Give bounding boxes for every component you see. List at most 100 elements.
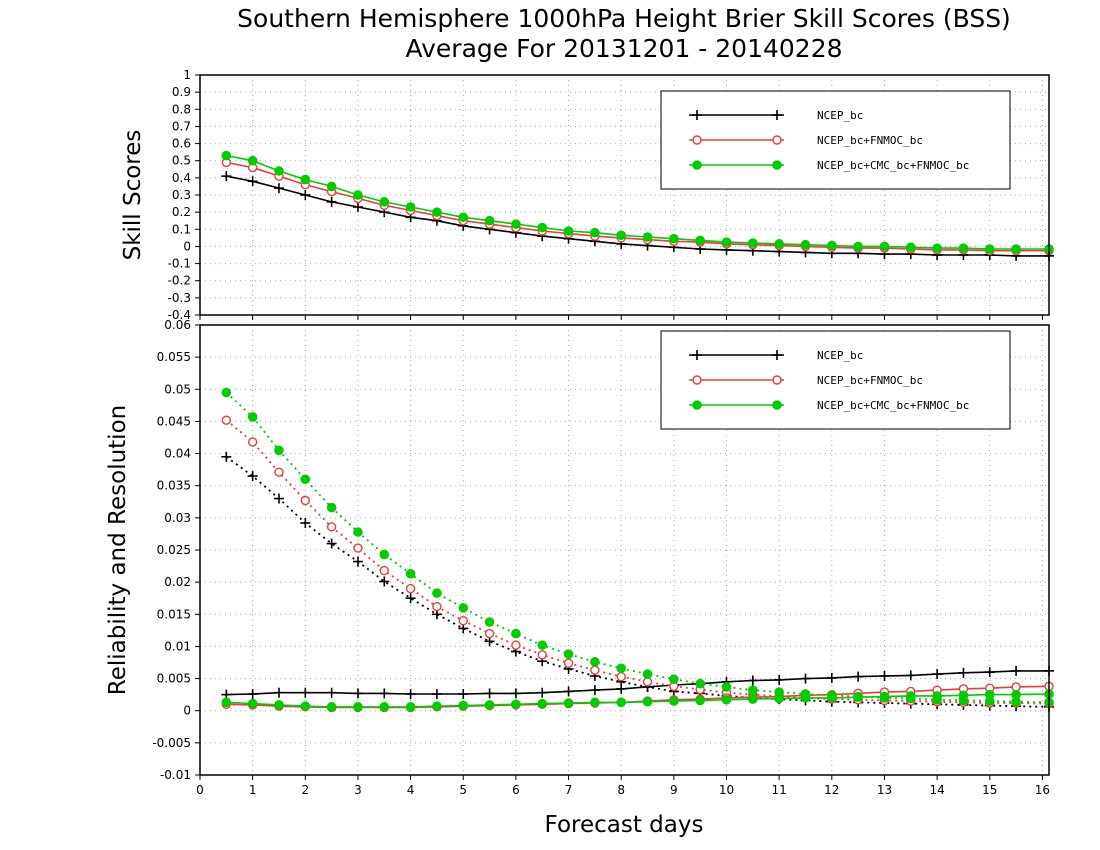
panel-1-series-3-point <box>563 226 574 236</box>
panel-2-series-5-point <box>274 445 284 456</box>
panel-2-series-3-point <box>642 677 653 687</box>
panel-2-series-6-point <box>221 697 232 708</box>
panel-2-series-5-point <box>563 649 574 659</box>
panel-2-series-6-line <box>226 693 1050 708</box>
panel-2-legend-marker <box>692 375 702 385</box>
panel-1-series <box>221 150 1054 261</box>
panel-1-y-tick-label: 0.5 <box>172 154 191 168</box>
panel-2-series-1-point <box>352 556 363 567</box>
panel-2-series-5-point <box>326 502 337 513</box>
panel-1-series-3-point <box>958 243 969 253</box>
panel-2-series-2-point <box>616 683 627 694</box>
panel-1-series-1 <box>221 171 1054 261</box>
panel-2-x-tick-label: 8 <box>617 783 625 797</box>
panel-1-legend-marker <box>692 135 702 145</box>
panel-2-series-5-point <box>669 674 679 685</box>
panel-2-series-2 <box>221 665 1054 700</box>
panel-2-series-6-point <box>300 701 311 712</box>
panel-2-series-6-point <box>721 694 732 705</box>
panel-2-series-6-point <box>616 697 627 708</box>
panel-2-x-tick-label: 3 <box>354 783 362 797</box>
panel-1-series-3-point <box>484 215 495 226</box>
panel-2-series-6-point <box>853 692 863 703</box>
panel-2-y-tick-label: 0.04 <box>164 447 191 461</box>
panel-2-series-6-point <box>590 697 600 708</box>
panel-2-series-2-point <box>747 675 758 686</box>
panel-2-series-2-point <box>563 686 574 697</box>
panel-2-series-2-point <box>273 687 284 698</box>
panel-1-y-tick-label: -0.4 <box>168 308 191 322</box>
panel-2-series-5 <box>221 387 1054 708</box>
panel-1-series-3 <box>221 150 1054 254</box>
panel-1-series-3-point <box>1011 244 1021 254</box>
panel-2-x-tick-label: 11 <box>772 783 787 797</box>
panel-1-series-3-point <box>379 197 390 207</box>
panel-2-series-2-point <box>984 667 995 678</box>
panel-2-series-1-point <box>300 518 311 528</box>
panel-1-series-3-point <box>853 241 863 252</box>
panel-2-x-tick-label: 9 <box>670 783 678 797</box>
panel-2-series-2-point <box>853 671 864 682</box>
panel-1-series-3-point <box>800 239 811 250</box>
panel-2-series-5-point <box>432 588 442 598</box>
panel-2-series-2-point <box>458 689 469 699</box>
panel-1-series-3-point <box>642 232 653 242</box>
panel-2-series-2-point <box>826 672 837 683</box>
panel-2-series-6-point <box>379 702 390 712</box>
panel-2-frame <box>199 324 1050 776</box>
panel-1-series-3-point <box>695 235 705 246</box>
panel-2-series-2-point <box>879 671 890 681</box>
panel-2-x-tick-label: 0 <box>196 783 204 797</box>
panel-1-y-tick-label: 0.1 <box>172 222 191 236</box>
panel-2-legend-marker <box>692 400 702 410</box>
chart-title: Southern Hemisphere 1000hPa Height Brier… <box>237 4 1011 33</box>
panel-2-series-3 <box>221 415 1054 709</box>
panel-1-series-1-point <box>326 196 337 207</box>
panel-1-series-3-point <box>511 219 521 229</box>
panel-2-series-2-point <box>405 689 416 699</box>
panel-2-series-2-point <box>958 667 969 678</box>
panel-1-series-3-point <box>669 233 679 244</box>
panel-2-x-tick-label: 13 <box>877 783 892 797</box>
panel-1-legend-marker <box>772 110 782 120</box>
panel-1-legend-label: NCEP_bc+FNMOC_bc <box>817 134 923 147</box>
panel-2-series-5-point <box>221 387 232 398</box>
panel-2-series-3-point <box>432 601 442 612</box>
panel-1-frame <box>199 74 1050 316</box>
panel-2-series-3-point <box>537 650 547 660</box>
panel-2-series-4-line <box>226 685 1050 709</box>
panel-2-series-6-point <box>879 691 890 702</box>
panel-2-series-5-point <box>642 669 653 679</box>
panel-2-series-3-point <box>511 640 521 650</box>
panel-2-series-3-point <box>379 565 389 576</box>
panel-2-series-1-point <box>247 471 258 482</box>
panel-2-legend-label: NCEP_bc+CMC_bc+FNMOC_bc <box>817 399 969 412</box>
panel-2-series-6-point <box>748 694 758 704</box>
panel-2-legend-marker <box>772 350 782 360</box>
panel-2-series-2-point <box>774 674 785 685</box>
panel-2-y-tick-label: 0.005 <box>157 672 191 686</box>
panel-1-legend-marker <box>772 160 782 170</box>
panel-1-series-3-point <box>458 212 469 223</box>
panel-2-series-3-point <box>300 495 311 506</box>
panel-2-series-6-point <box>511 699 521 710</box>
panel-2-series-1-point <box>326 538 337 549</box>
panel-1-legend-label: NCEP_bc+CMC_bc+FNMOC_bc <box>817 159 969 172</box>
panel-2-series-5-point <box>379 549 390 560</box>
panel-1-series-3-point <box>984 244 995 254</box>
panel-1-series-3-point <box>405 202 416 212</box>
panel-2-legend-marker <box>692 350 702 360</box>
panel-2-y-tick-label: 0.05 <box>164 382 191 396</box>
panel-1-y-axis-label: Skill Scores <box>120 130 146 261</box>
panel-2-series-1-point <box>273 493 284 504</box>
panel-2-series <box>221 387 1054 713</box>
panel-2-series-2-point <box>484 688 495 699</box>
panel-2-series-5-point <box>458 603 469 613</box>
panel-1-x-ticks <box>199 315 1043 320</box>
panel-1-series-3-point <box>274 166 284 176</box>
panel-1-legend-label: NCEP_bc <box>817 109 863 122</box>
panel-2-series-6-point <box>458 700 469 711</box>
panel-2-series-1-line <box>225 456 1050 708</box>
panel-1-legend-marker <box>692 160 702 170</box>
panel-1-legend-marker <box>772 135 782 145</box>
